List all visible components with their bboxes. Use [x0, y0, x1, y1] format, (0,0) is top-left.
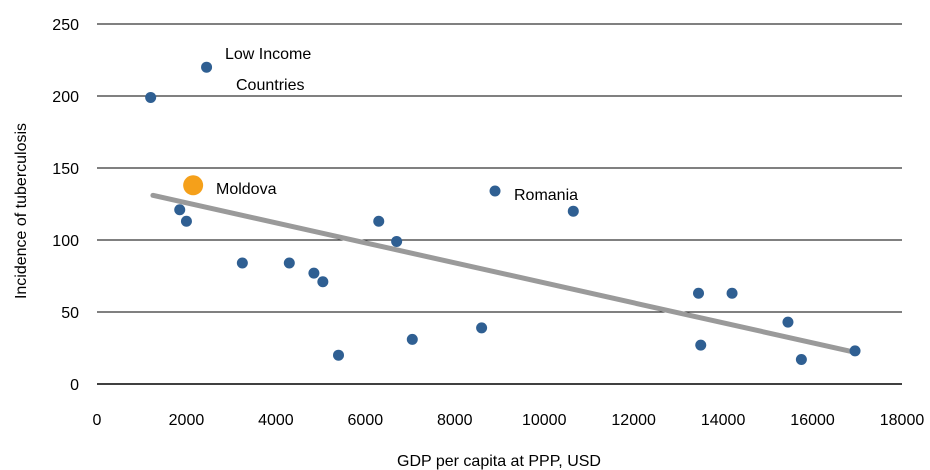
- x-axis-tick-labels: 0 2000 4000 6000 8000 10000 12000 14000 16000 180…: [93, 412, 925, 429]
- annotation-low-income-line1: Low Income: [225, 46, 311, 63]
- data-point-moldova: [183, 175, 204, 196]
- y-tick-label: 200: [52, 89, 79, 106]
- data-point: [317, 276, 329, 288]
- x-tick-label: 18000: [880, 412, 925, 429]
- annotation-moldova: Moldova: [216, 181, 277, 198]
- x-tick-label: 10000: [522, 412, 567, 429]
- data-point: [283, 257, 295, 269]
- data-point: [567, 205, 579, 217]
- data-point: [308, 267, 320, 279]
- x-tick-label: 0: [93, 412, 102, 429]
- data-point: [180, 215, 192, 227]
- data-point: [849, 345, 861, 357]
- y-tick-label: 150: [52, 161, 79, 178]
- x-tick-label: 8000: [437, 412, 473, 429]
- x-tick-label: 14000: [701, 412, 746, 429]
- data-point: [236, 257, 248, 269]
- x-tick-label: 2000: [169, 412, 205, 429]
- data-point: [795, 354, 807, 366]
- annotation-low-income-line2: Countries: [236, 77, 304, 94]
- trendline: [150, 192, 858, 355]
- grid-lines: [97, 23, 902, 313]
- data-point: [489, 185, 501, 197]
- x-tick-label: 12000: [611, 412, 656, 429]
- y-tick-label: 0: [70, 377, 79, 394]
- data-point: [695, 339, 707, 351]
- trendline-group: [150, 192, 858, 355]
- data-point: [201, 61, 213, 73]
- data-point: [476, 322, 488, 334]
- annotations: Low Income Countries Moldova Romania: [216, 46, 578, 204]
- data-point: [726, 287, 738, 299]
- y-tick-label: 50: [61, 305, 79, 322]
- data-point: [373, 215, 385, 227]
- data-point: [333, 349, 344, 361]
- y-tick-label: 250: [52, 17, 79, 34]
- data-point: [145, 91, 157, 103]
- data-points: [145, 61, 861, 366]
- annotation-romania: Romania: [514, 187, 578, 204]
- y-axis-tick-labels: 0 50 100 150 200 250: [52, 17, 79, 394]
- x-tick-label: 4000: [258, 412, 294, 429]
- y-axis-title: Incidence of tuberculosis: [13, 123, 30, 299]
- data-point: [391, 235, 403, 247]
- data-point: [782, 316, 794, 328]
- x-tick-label: 6000: [348, 412, 384, 429]
- y-tick-label: 100: [52, 233, 79, 250]
- data-point: [406, 333, 418, 345]
- data-point: [174, 204, 186, 216]
- data-point: [693, 287, 705, 299]
- x-tick-label: 16000: [790, 412, 835, 429]
- x-axis-title: GDP per capita at PPP, USD: [397, 453, 601, 470]
